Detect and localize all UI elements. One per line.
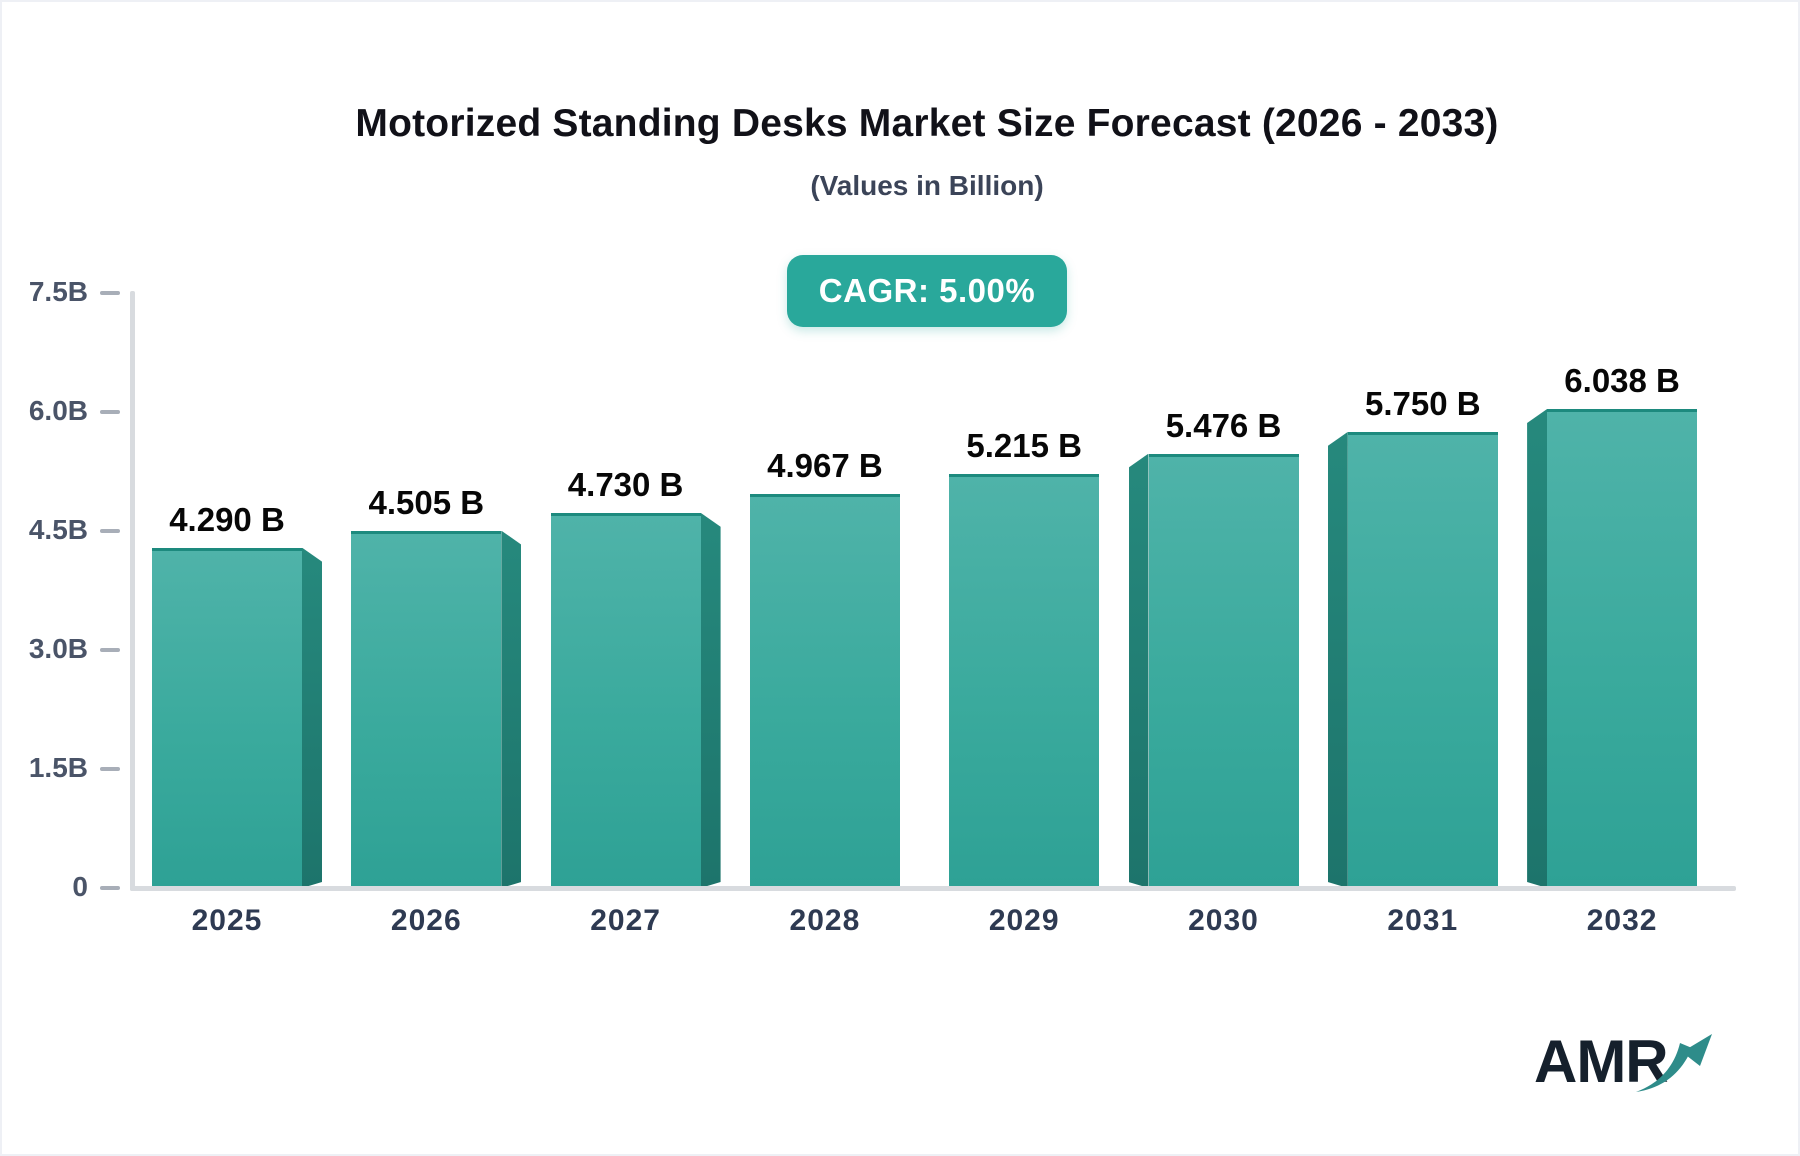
x-category-label: 2032 [1586, 904, 1658, 937]
y-tick-label: 0 [72, 871, 88, 902]
y-tick-dash [100, 291, 120, 296]
x-category-label: 2029 [988, 904, 1060, 937]
bar [351, 530, 502, 888]
y-tick-dash [100, 410, 120, 415]
bar-value-label: 6.038 B [1564, 362, 1680, 399]
x-axis-line [130, 886, 1736, 891]
bar-side-face [701, 513, 721, 888]
bar [749, 493, 900, 888]
bar-value-label: 5.750 B [1365, 384, 1481, 422]
bar-value-label: 4.290 B [169, 500, 285, 538]
bar-side-face [1129, 454, 1149, 888]
bar-side-face [1328, 432, 1348, 888]
x-category-label: 2028 [789, 904, 861, 937]
y-tick-dash [100, 886, 120, 890]
y-tick-label: 4.5B [28, 514, 88, 545]
amr-logo-text: AMR [1534, 1028, 1669, 1095]
y-tick-label: 7.5B [28, 276, 88, 308]
bar-side-face [1527, 409, 1547, 888]
chart-subtitle: (Values in Billion) [810, 170, 1044, 201]
y-tick-dash [100, 648, 120, 652]
y-tick-dash [100, 767, 120, 771]
bar-value-label: 5.476 B [1165, 406, 1282, 444]
x-category-label: 2026 [390, 904, 462, 937]
x-category-label: 2027 [590, 904, 661, 937]
bar-side-face [501, 531, 521, 888]
y-axis-line [130, 291, 135, 891]
bar-value-label: 4.730 B [567, 465, 684, 503]
y-tick-label: 6.0B [28, 395, 88, 427]
bar-value-label: 4.967 B [767, 446, 883, 484]
y-tick-dash [100, 529, 120, 533]
bar-side-face [302, 548, 322, 888]
bar [1148, 453, 1299, 888]
cagr-badge: CAGR: 5.00% [787, 255, 1067, 327]
x-category-label: 2031 [1387, 904, 1459, 937]
bar [1547, 409, 1698, 888]
bar-value-label: 4.505 B [368, 483, 485, 521]
y-tick-label: 3.0B [28, 633, 88, 664]
bar [1347, 431, 1498, 888]
bar [949, 474, 1100, 888]
growth-arrow-icon [1636, 1034, 1712, 1092]
y-tick-label: 1.5B [28, 752, 88, 783]
chart-title: Motorized Standing Desks Market Size For… [355, 102, 1499, 145]
amr-logo: AMR [1534, 1032, 1744, 1102]
x-category-label: 2025 [191, 904, 263, 937]
x-category-label: 2030 [1188, 904, 1259, 937]
bar-value-label: 5.215 B [966, 427, 1082, 465]
bar [152, 547, 302, 888]
bar [550, 512, 701, 888]
